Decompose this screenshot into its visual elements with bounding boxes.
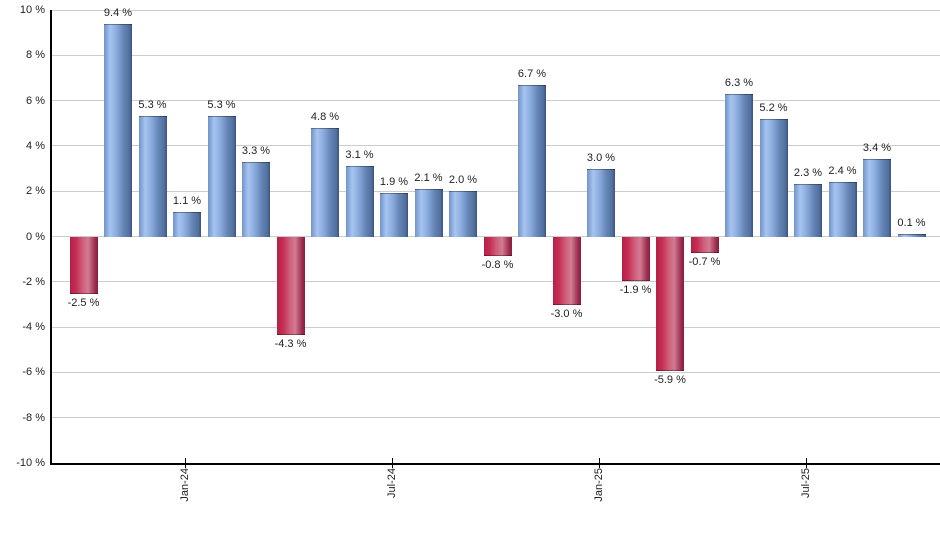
gridline bbox=[52, 371, 940, 373]
bar-value-label: -5.9 % bbox=[654, 374, 686, 387]
x-axis-label: Jan-24 bbox=[179, 468, 191, 502]
x-axis-tick bbox=[184, 458, 186, 468]
bar-value-label: -3.0 % bbox=[550, 308, 583, 321]
gridline bbox=[52, 281, 940, 283]
y-axis-tick-label: 6 % bbox=[26, 94, 45, 107]
x-axis-tick bbox=[391, 458, 393, 468]
bar-value-label: 5.2 % bbox=[759, 101, 788, 114]
y-axis-tick-label: 2 % bbox=[26, 185, 45, 198]
bar-Feb-25[interactable] bbox=[621, 236, 650, 281]
bar-Mar-24[interactable] bbox=[242, 161, 270, 238]
bar-value-label: 2.4 % bbox=[828, 165, 857, 178]
y-axis-tick-label: 10 % bbox=[19, 4, 45, 16]
bar-value-label: 3.1 % bbox=[345, 149, 374, 162]
gridline bbox=[52, 417, 940, 419]
bar-Nov-24[interactable] bbox=[518, 84, 546, 238]
gridline bbox=[52, 326, 940, 328]
bar-Jun-24[interactable] bbox=[345, 166, 374, 238]
y-axis-tick-label: -2 % bbox=[22, 275, 45, 288]
bar-value-label: -0.7 % bbox=[688, 256, 721, 269]
gridline bbox=[52, 54, 940, 56]
y-axis-tick-label: 4 % bbox=[26, 139, 45, 152]
bar-value-label: -2.5 % bbox=[67, 297, 100, 310]
bar-value-label: 2.1 % bbox=[414, 171, 443, 184]
bar-Apr-25[interactable] bbox=[690, 236, 719, 254]
bar-value-label: -1.9 % bbox=[619, 283, 652, 296]
y-axis-tick-label: -6 % bbox=[22, 366, 45, 379]
bar-value-label: -0.8 % bbox=[481, 258, 514, 271]
x-axis-label: Jan-25 bbox=[593, 468, 605, 502]
gridline bbox=[52, 9, 940, 11]
bar-May-25[interactable] bbox=[725, 93, 753, 238]
bar-Jan-25[interactable] bbox=[587, 168, 615, 238]
gridline bbox=[52, 190, 940, 192]
bar-Nov-23[interactable] bbox=[104, 23, 132, 238]
y-axis-tick-label: -10 % bbox=[16, 457, 45, 469]
bar-value-label: 2.0 % bbox=[448, 174, 478, 187]
x-axis-tick bbox=[805, 458, 807, 468]
bar-Sep-25[interactable] bbox=[863, 159, 891, 238]
bar-Oct-25[interactable] bbox=[897, 234, 926, 238]
bar-Jun-25[interactable] bbox=[759, 118, 788, 238]
bar-value-label: 1.1 % bbox=[172, 194, 202, 207]
bar-Dec-23[interactable] bbox=[138, 116, 167, 238]
y-axis-tick-label: -4 % bbox=[22, 321, 45, 334]
bar-Sep-24[interactable] bbox=[449, 191, 477, 238]
bar-value-label: 5.3 % bbox=[207, 99, 236, 112]
x-axis-tick bbox=[598, 458, 600, 468]
bar-value-label: 4.8 % bbox=[310, 110, 340, 123]
gridline bbox=[52, 145, 940, 147]
bar-Jul-25[interactable] bbox=[794, 184, 822, 238]
bar-Jan-24[interactable] bbox=[173, 211, 201, 238]
y-axis-tick-label: 0 % bbox=[26, 230, 45, 243]
bar-Jul-24[interactable] bbox=[380, 193, 408, 238]
bar-value-label: 3.4 % bbox=[862, 142, 892, 155]
y-axis-tick-label: -8 % bbox=[22, 411, 45, 424]
y-axis-tick-label: 8 % bbox=[26, 49, 45, 62]
bar-May-24[interactable] bbox=[311, 127, 339, 238]
bar-value-label: 1.9 % bbox=[379, 176, 409, 189]
plot-area: -2.5 % 9.4 % 5.3 % 1.1 % 5.3 % 3.3 % -4.3 % 4.8… bbox=[50, 6, 940, 465]
bar-Oct-23[interactable] bbox=[69, 236, 98, 295]
bar-Mar-25[interactable] bbox=[656, 236, 684, 372]
bar-value-label: 0.1 % bbox=[897, 217, 926, 230]
x-axis-label: Jul-25 bbox=[800, 468, 812, 498]
bar-Dec-24[interactable] bbox=[552, 236, 581, 306]
bar-Aug-24[interactable] bbox=[414, 188, 443, 238]
bar-Oct-24[interactable] bbox=[483, 236, 512, 256]
bar-value-label: 6.3 % bbox=[724, 76, 754, 89]
gridline bbox=[52, 100, 940, 102]
bar-value-label: 6.7 % bbox=[517, 67, 547, 80]
bar-Feb-24[interactable] bbox=[207, 116, 236, 238]
x-axis-label: Jul-24 bbox=[386, 468, 398, 498]
bar-value-label: -4.3 % bbox=[274, 337, 307, 350]
bar-value-label: 9.4 % bbox=[103, 6, 133, 19]
bar-Aug-25[interactable] bbox=[828, 182, 857, 238]
bar-value-label: 2.3 % bbox=[793, 167, 823, 180]
bar-value-label: 3.3 % bbox=[241, 144, 271, 157]
bar-value-label: 3.0 % bbox=[586, 151, 616, 164]
bar-Apr-24[interactable] bbox=[276, 236, 305, 335]
bar-value-label: 5.3 % bbox=[138, 99, 167, 112]
